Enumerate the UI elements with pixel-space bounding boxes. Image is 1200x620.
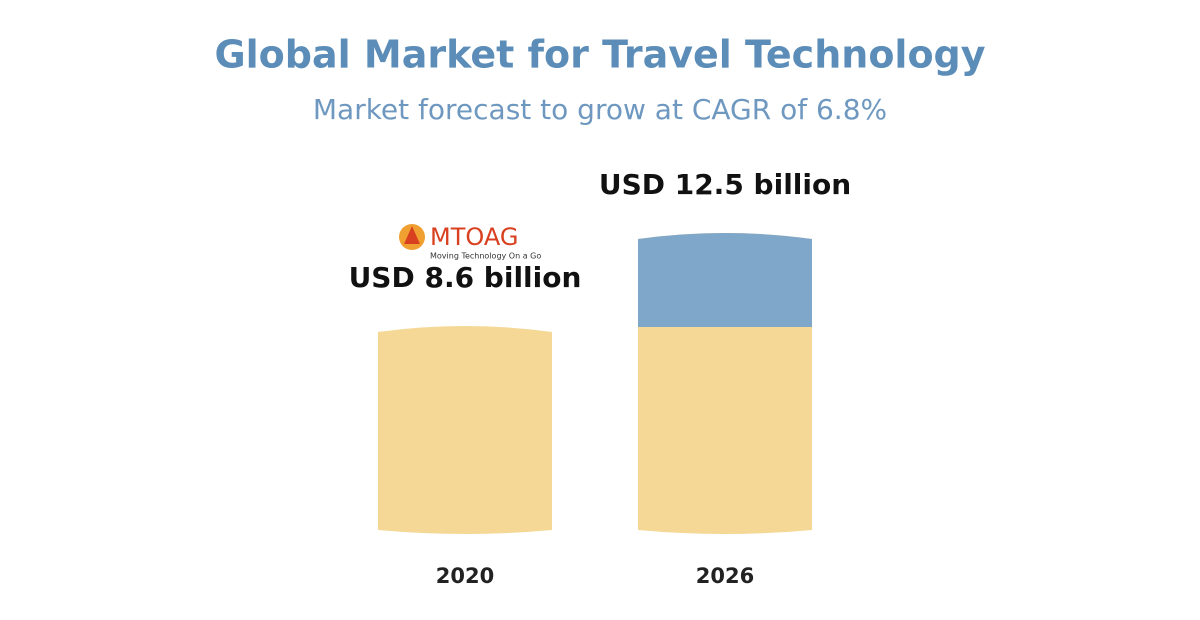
logo-tagline: Moving Technology On a Go xyxy=(430,252,541,261)
logo-icon-mark xyxy=(404,226,420,244)
bar xyxy=(378,325,552,534)
chart-subtitle: Market forecast to grow at CAGR of 6.8% xyxy=(313,93,887,126)
x-tick-label: 2020 xyxy=(436,564,494,588)
growth-segment xyxy=(638,233,812,327)
logo: MTOAG Moving Technology On a Go xyxy=(399,223,541,261)
chart-title: Global Market for Travel Technology xyxy=(214,33,985,77)
value-label: USD 12.5 billion xyxy=(599,168,851,201)
value-label: USD 8.6 billion xyxy=(349,261,582,294)
logo-name: MTOAG xyxy=(430,223,518,251)
x-tick-label: 2026 xyxy=(696,564,754,588)
